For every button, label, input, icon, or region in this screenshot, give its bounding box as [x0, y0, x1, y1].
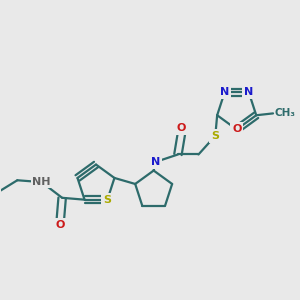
Text: N: N: [220, 87, 229, 97]
Text: O: O: [177, 123, 186, 133]
Text: NH: NH: [32, 177, 51, 187]
Text: O: O: [56, 220, 65, 230]
Text: O: O: [232, 124, 242, 134]
Text: S: S: [103, 195, 111, 205]
Text: CH₃: CH₃: [275, 108, 296, 118]
Text: N: N: [244, 87, 254, 97]
Text: S: S: [211, 131, 219, 141]
Text: N: N: [151, 157, 160, 167]
